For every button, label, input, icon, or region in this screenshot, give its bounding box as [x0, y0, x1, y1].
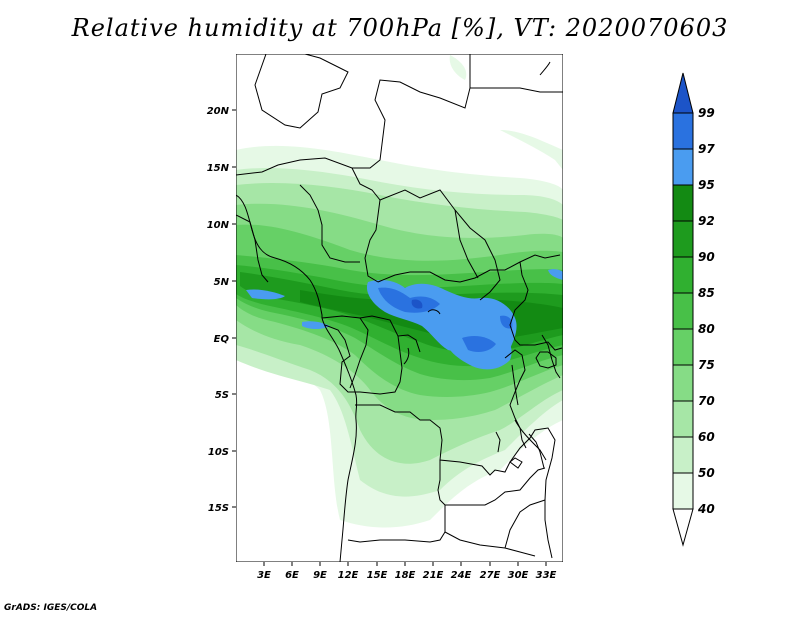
grads-credit: GrADS: IGES/COLA [4, 603, 98, 613]
colorbar-segment-85-90 [672, 256, 694, 294]
lat-label-5s: 5S [215, 390, 229, 401]
colorbar-segment-75-80 [672, 328, 694, 366]
map-panel [236, 54, 563, 562]
colorbar-label-97: 97 [698, 142, 715, 156]
colorbar-lower-triangle [672, 508, 694, 547]
humidity-shading [236, 55, 563, 528]
colorbar-upper-triangle [672, 72, 694, 114]
colorbar-segment-97-99 [672, 112, 694, 150]
lat-label-5n: 5N [214, 277, 230, 288]
lon-label-3e: 3E [257, 570, 271, 581]
lat-label-15s: 15S [208, 503, 229, 514]
colorbar-label-85: 85 [698, 286, 715, 300]
lat-label-15n: 15N [207, 163, 230, 174]
country-borders [236, 54, 563, 562]
colorbar-segment-92-95 [672, 184, 694, 222]
lat-label-20n: 20N [207, 106, 230, 117]
lon-label-33e: 33E [536, 570, 557, 581]
lon-label-27e: 27E [480, 570, 501, 581]
colorbar-label-90: 90 [698, 250, 715, 264]
lon-label-18e: 18E [395, 570, 416, 581]
colorbar-label-50: 50 [698, 466, 715, 480]
colorbar-label-99: 99 [698, 106, 715, 120]
lon-label-21e: 21E [423, 570, 444, 581]
lon-label-15e: 15E [367, 570, 388, 581]
colorbar-segment-60-70 [672, 400, 694, 438]
lon-label-30e: 30E [508, 570, 529, 581]
colorbar-label-60: 60 [698, 430, 715, 444]
lat-label-10s: 10S [208, 447, 229, 458]
lon-axis: 3E 6E 9E 12E 15E 18E 21E 24E 27E 30E 33E [257, 562, 557, 581]
lon-label-6e: 6E [285, 570, 299, 581]
colorbar-label-70: 70 [698, 394, 715, 408]
lat-label-eq: EQ [214, 334, 230, 345]
colorbar: 40 50 60 70 75 80 85 90 92 95 97 99 [672, 72, 715, 547]
colorbar-segment-95-97 [672, 148, 694, 186]
colorbar-label-80: 80 [698, 322, 715, 336]
colorbar-segment-90-92 [672, 220, 694, 258]
colorbar-segment-40-50 [672, 472, 694, 510]
colorbar-label-95: 95 [698, 178, 715, 192]
lon-label-9e: 9E [313, 570, 327, 581]
map-title: Relative humidity at 700hPa [%], VT: 202… [71, 14, 729, 42]
colorbar-segment-50-60 [672, 436, 694, 474]
lat-label-10n: 10N [207, 220, 230, 231]
colorbar-label-40: 40 [697, 502, 715, 516]
lon-label-12e: 12E [338, 570, 359, 581]
colorbar-label-75: 75 [698, 358, 715, 372]
colorbar-segment-70-75 [672, 364, 694, 402]
colorbar-segment-80-85 [672, 292, 694, 330]
lat-axis: 20N 15N 10N 5N EQ 5S 10S 15S [207, 106, 236, 514]
colorbar-label-92: 92 [698, 214, 715, 228]
lon-label-24e: 24E [451, 570, 472, 581]
